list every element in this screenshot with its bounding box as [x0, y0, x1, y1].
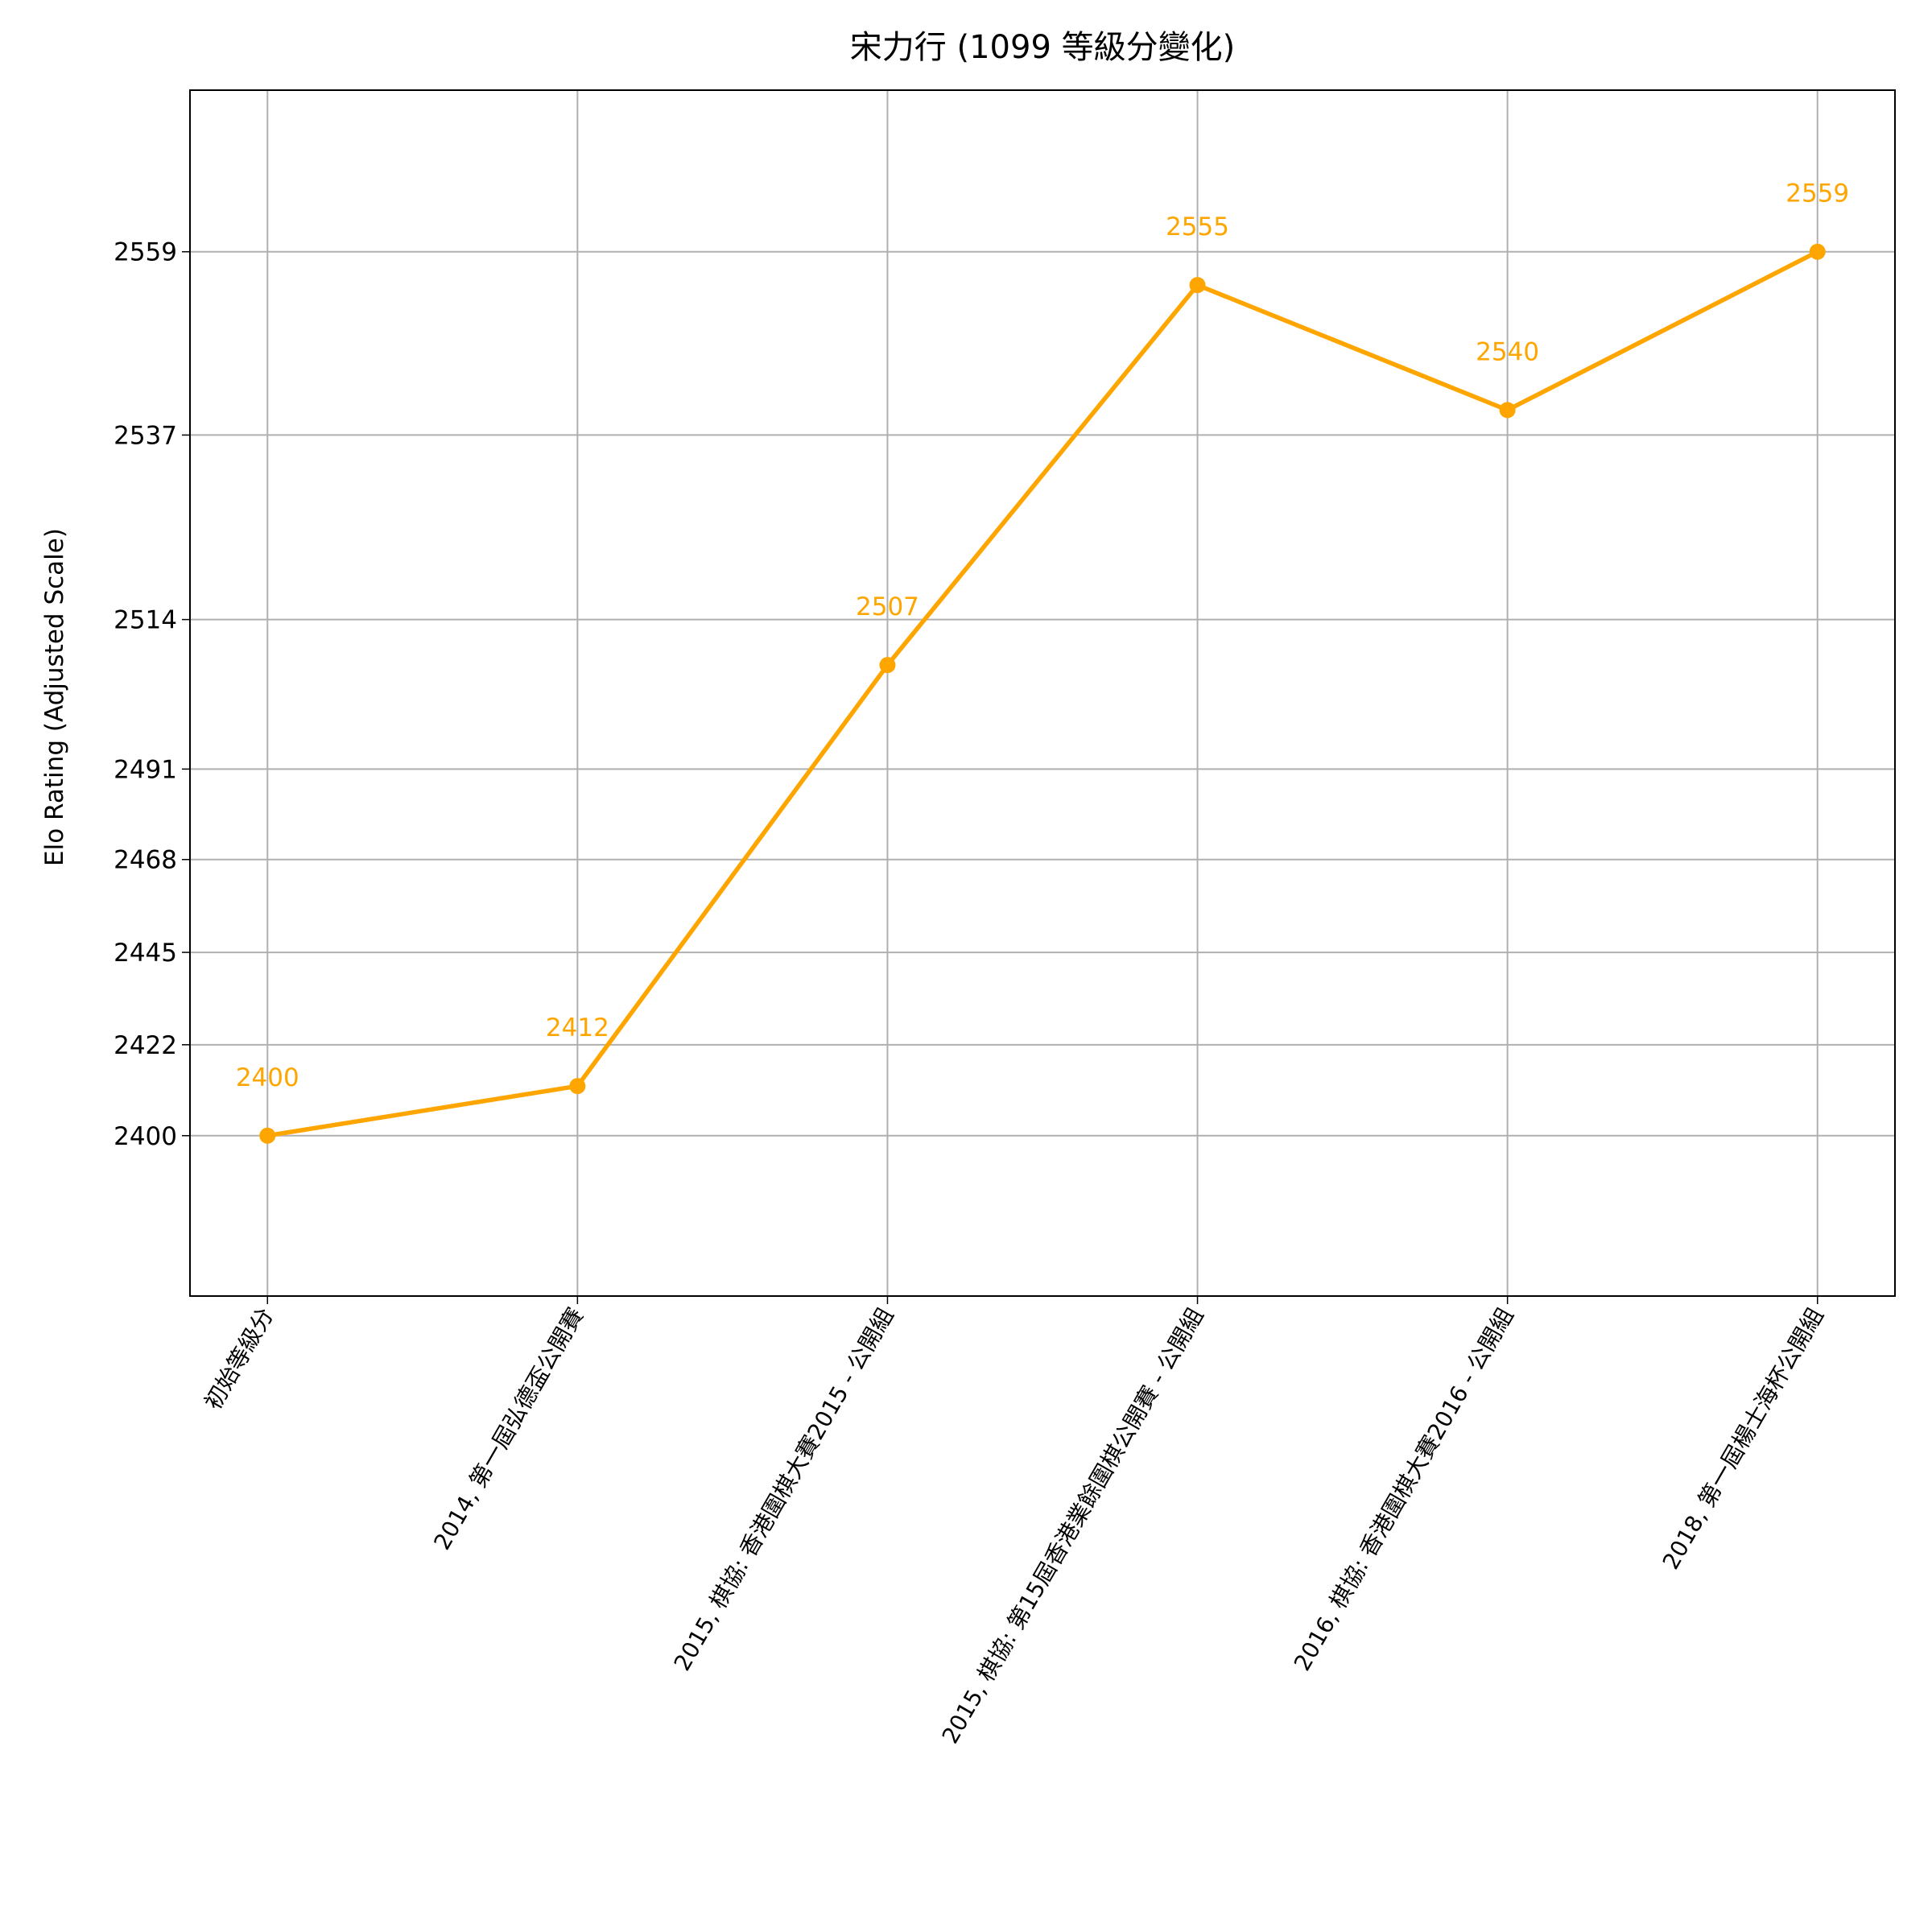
- line: [266, 250, 1818, 1138]
- data-label: 2412: [546, 1013, 609, 1042]
- y-tick-label: 2559: [114, 238, 177, 267]
- plot-frame: [189, 89, 1896, 1297]
- point: [1809, 243, 1826, 260]
- y-tick-label: 2491: [114, 755, 177, 784]
- y-tick-label: 2468: [114, 846, 177, 875]
- y-tick-label: 2537: [114, 421, 177, 450]
- x-tick-label: 初始等級分: [200, 1303, 279, 1414]
- point: [569, 1078, 586, 1095]
- x-tick-label: 2016, 棋協: 香港圍棋大賽2016 - 公開組: [1289, 1303, 1519, 1675]
- grid: [190, 90, 1895, 1296]
- x-tick-label: 2015, 棋協: 第15屆香港業餘圍棋公開賽 - 公開組: [937, 1303, 1209, 1748]
- y-tick-label: 2445: [114, 939, 177, 968]
- data-label: 2559: [1785, 180, 1849, 208]
- y-tick-label: 2400: [114, 1122, 177, 1151]
- data-label: 2540: [1476, 337, 1539, 366]
- y-axis-label: Elo Rating (Adjusted Scale): [40, 528, 69, 866]
- data-label: 2400: [236, 1063, 299, 1092]
- x-tick-label: 2014, 第一屆弘德盃公開賽: [428, 1303, 588, 1554]
- point: [1499, 402, 1516, 419]
- y-tick-label: 2514: [114, 606, 177, 635]
- point: [1189, 277, 1206, 294]
- data-label: 2555: [1166, 213, 1229, 242]
- point: [879, 657, 896, 674]
- data-label: 2507: [856, 592, 919, 621]
- x-tick-label: 2018, 第一屆楊士海杯公開組: [1657, 1303, 1829, 1574]
- y-tick-label: 2422: [114, 1031, 177, 1060]
- x-tick-label: 2015, 棋協: 香港圍棋大賽2015 - 公開組: [669, 1303, 899, 1675]
- point: [259, 1127, 276, 1144]
- chart-title: 宋力行 (1099 等級分變化): [850, 29, 1235, 66]
